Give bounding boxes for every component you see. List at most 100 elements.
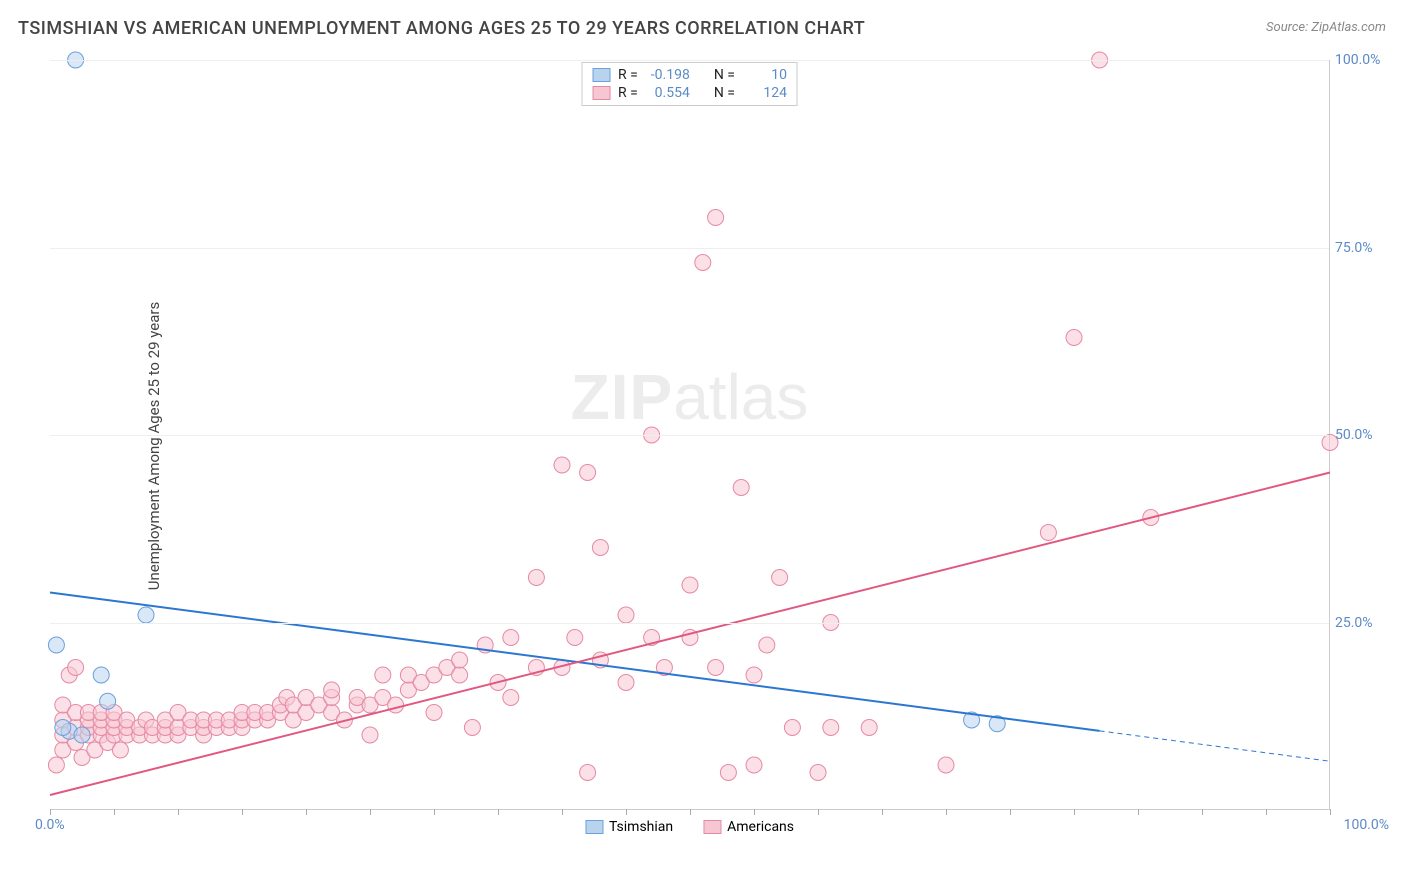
legend-swatch-icon xyxy=(703,820,721,834)
scatter-point xyxy=(708,660,724,676)
scatter-point xyxy=(48,637,64,653)
x-tick xyxy=(626,809,627,815)
regression-line-extrapolated xyxy=(1100,731,1330,761)
scatter-point xyxy=(567,630,583,646)
scatter-point xyxy=(810,765,826,781)
scatter-point xyxy=(100,693,116,709)
legend-swatch-tsimshian xyxy=(592,68,610,82)
x-tick xyxy=(1266,809,1267,815)
y-tick-label: 75.0% xyxy=(1335,240,1385,256)
scatter-point xyxy=(112,742,128,758)
x-tick xyxy=(498,809,499,815)
scatter-point xyxy=(68,660,84,676)
n-label: N = xyxy=(714,85,735,101)
x-tick xyxy=(306,809,307,815)
scatter-point xyxy=(861,720,877,736)
scatter-point xyxy=(55,720,71,736)
x-tick-label-min: 0.0% xyxy=(35,817,65,833)
x-tick xyxy=(946,809,947,815)
r-label: R = xyxy=(618,67,638,83)
x-tick xyxy=(370,809,371,815)
gridline xyxy=(50,435,1329,436)
x-tick xyxy=(1074,809,1075,815)
y-tick-label: 50.0% xyxy=(1335,427,1385,443)
scatter-point xyxy=(554,457,570,473)
gridline xyxy=(50,248,1329,249)
scatter-point xyxy=(746,667,762,683)
n-value-americans: 124 xyxy=(743,85,787,101)
scatter-point xyxy=(452,667,468,683)
scatter-point xyxy=(746,757,762,773)
plot-area: ZIPatlas R = -0.198 N = 10 R = 0.554 N =… xyxy=(50,60,1330,810)
scatter-point xyxy=(48,757,64,773)
x-tick xyxy=(1010,809,1011,815)
scatter-point xyxy=(138,607,154,623)
regression-line xyxy=(50,593,1100,731)
n-label: N = xyxy=(714,67,735,83)
scatter-point xyxy=(1040,525,1056,541)
y-tick-label: 25.0% xyxy=(1335,615,1385,631)
scatter-point xyxy=(388,697,404,713)
x-tick xyxy=(882,809,883,815)
x-tick xyxy=(690,809,691,815)
legend-label-americans: Americans xyxy=(727,819,794,835)
scatter-point xyxy=(733,480,749,496)
legend-swatch-americans xyxy=(592,86,610,100)
legend-item-americans: Americans xyxy=(703,819,794,835)
scatter-point xyxy=(938,757,954,773)
gridline xyxy=(50,60,1329,61)
scatter-point xyxy=(695,255,711,271)
scatter-point xyxy=(784,720,800,736)
scatter-point xyxy=(618,675,634,691)
scatter-point xyxy=(682,577,698,593)
scatter-point xyxy=(503,690,519,706)
legend-row-americans: R = 0.554 N = 124 xyxy=(592,84,787,102)
gridline xyxy=(50,623,1329,624)
r-label: R = xyxy=(618,85,638,101)
x-tick xyxy=(562,809,563,815)
scatter-point xyxy=(580,465,596,481)
x-tick xyxy=(818,809,819,815)
scatter-point xyxy=(772,570,788,586)
scatter-point xyxy=(759,637,775,653)
legend-stats-box: R = -0.198 N = 10 R = 0.554 N = 124 xyxy=(581,62,798,106)
r-value-tsimshian: -0.198 xyxy=(646,67,690,83)
scatter-point xyxy=(823,720,839,736)
x-tick xyxy=(1330,809,1331,815)
scatter-point xyxy=(93,667,109,683)
scatter-point xyxy=(618,607,634,623)
chart-title: TSIMSHIAN VS AMERICAN UNEMPLOYMENT AMONG… xyxy=(18,18,865,39)
scatter-point xyxy=(720,765,736,781)
x-tick xyxy=(1138,809,1139,815)
scatter-point xyxy=(362,727,378,743)
scatter-point xyxy=(580,765,596,781)
scatter-point xyxy=(592,540,608,556)
x-tick xyxy=(178,809,179,815)
chart-source: Source: ZipAtlas.com xyxy=(1266,20,1386,35)
scatter-point xyxy=(452,652,468,668)
legend-row-tsimshian: R = -0.198 N = 10 xyxy=(592,66,787,84)
r-value-americans: 0.554 xyxy=(646,85,690,101)
legend-series: Tsimshian Americans xyxy=(585,819,794,835)
scatter-point xyxy=(464,720,480,736)
scatter-point xyxy=(74,727,90,743)
legend-item-tsimshian: Tsimshian xyxy=(585,819,673,835)
regression-line xyxy=(50,473,1330,796)
chart-wrapper: TSIMSHIAN VS AMERICAN UNEMPLOYMENT AMONG… xyxy=(0,0,1406,892)
scatter-point xyxy=(708,210,724,226)
x-tick-label-max: 100.0% xyxy=(1344,817,1389,833)
legend-label-tsimshian: Tsimshian xyxy=(609,819,673,835)
x-tick xyxy=(1202,809,1203,815)
legend-swatch-icon xyxy=(585,820,603,834)
x-tick xyxy=(242,809,243,815)
scatter-point xyxy=(528,570,544,586)
scatter-point xyxy=(375,667,391,683)
y-tick-label: 100.0% xyxy=(1335,52,1385,68)
scatter-point xyxy=(1066,330,1082,346)
x-tick xyxy=(114,809,115,815)
scatter-point xyxy=(503,630,519,646)
scatter-point xyxy=(426,705,442,721)
n-value-tsimshian: 10 xyxy=(743,67,787,83)
x-tick xyxy=(434,809,435,815)
x-tick xyxy=(754,809,755,815)
